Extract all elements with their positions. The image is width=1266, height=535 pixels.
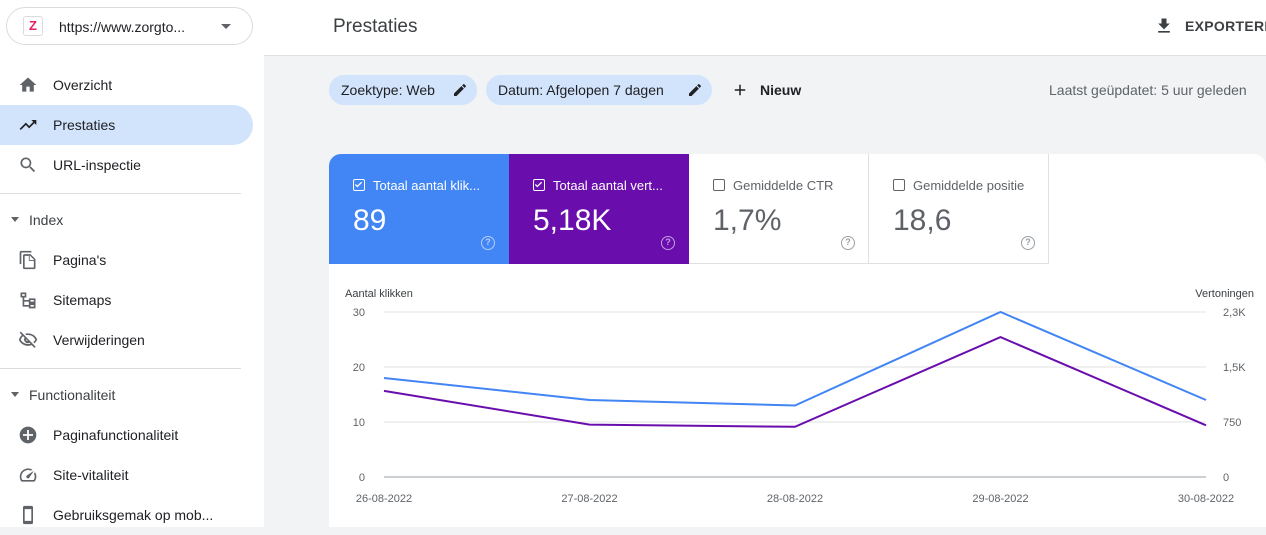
metric-value: 1,7% [713,204,782,237]
metric-value: 18,6 [893,204,952,237]
sidebar-item-label: Sitemaps [53,292,112,308]
series-line [383,310,1207,407]
checkbox-checked-icon[interactable] [533,179,545,191]
caret-down-icon [11,392,19,397]
page-title: Prestaties [333,16,418,37]
help-icon[interactable]: ? [661,236,675,250]
home-icon [19,77,37,92]
new-filter-button[interactable]: Nieuw [731,75,811,105]
section-label: Functionaliteit [29,387,116,403]
chart-canvas: 0 10 20 30 0 750 1,5K 2,3K 26-08-2022 27-08-2022 2… [353,307,1247,505]
sidebar-item-mobile-usability[interactable]: Gebruiksgemak op mob... [0,495,253,535]
speed-gauge-icon [19,468,37,482]
metric-value: 89 [353,204,387,237]
trending-up-icon [19,120,37,130]
help-icon[interactable]: ? [481,236,495,250]
download-icon [1158,18,1170,33]
sidebar-item-label: Pagina's [53,252,107,268]
chip-label: Datum: Afgelopen 7 dagen [498,82,664,98]
chevron-down-icon [221,24,231,29]
metric-total-clicks[interactable]: Totaal aantal klik... 89 ? [329,154,509,264]
sidebar-item-label: Paginafunctionaliteit [53,427,179,443]
property-url: https://www.zorgto... [59,19,186,35]
x-tick-label: 28-08-2022 [767,493,823,505]
sidebar-divider [0,368,241,369]
visibility-off-icon [18,331,38,348]
sidebar-item-label: URL-inspectie [53,157,141,173]
checkbox-checked-icon[interactable] [353,179,365,191]
sidebar-item-pages[interactable]: Pagina's [0,240,253,280]
metric-value: 5,18K [533,204,612,237]
metric-average-ctr[interactable]: Gemiddelde CTR 1,7% ? [689,154,869,264]
x-tick-label: 26-08-2022 [356,493,412,505]
sidebar-item-label: Gebruiksgemak op mob... [53,507,214,523]
search-icon [20,157,36,173]
y-right-tick-label: 1,5K [1223,362,1246,374]
edit-icon [689,84,701,96]
property-logo: Z [23,16,43,36]
y-right-tick-label: 0 [1223,472,1229,484]
sidebar-section-index[interactable]: Index [0,206,253,234]
section-label: Index [29,212,64,228]
smartphone-icon [23,505,33,525]
sidebar-item-label: Overzicht [53,77,113,93]
y-left-tick-label: 30 [353,307,365,319]
filter-chip-date[interactable]: Datum: Afgelopen 7 dagen [486,75,712,105]
export-label: EXPORTERE [1185,18,1266,34]
file-copy-icon [19,250,36,270]
y-left-tick-label: 0 [359,472,365,484]
sidebar-item-page-experience[interactable]: Paginafunctionaliteit [0,415,253,455]
header: Prestaties EXPORTERE [264,0,1266,56]
y-axis-right-title: Vertoningen [1195,288,1254,300]
sidebar-item-performance[interactable]: Prestaties [0,105,253,145]
performance-card: Totaal aantal klik... 89 ? Totaal aantal… [329,154,1266,527]
sidebar-section-features[interactable]: Functionaliteit [0,381,253,409]
new-filter-label: Nieuw [760,82,802,98]
caret-down-icon [11,217,19,222]
help-icon[interactable]: ? [841,236,855,250]
filter-chip-search-type[interactable]: Zoektype: Web [329,75,477,105]
last-updated-text: Laatst geüpdatet: 5 uur geleden [1049,82,1247,98]
sidebar-item-label: Verwijderingen [53,332,145,348]
sitemap-icon [20,292,36,309]
y-left-tick-label: 10 [353,417,365,429]
y-right-tick-label: 2,3K [1223,307,1246,319]
x-tick-label: 30-08-2022 [1178,493,1234,505]
metric-average-position[interactable]: Gemiddelde positie 18,6 ? [869,154,1049,264]
sidebar-item-label: Site-vitaliteit [53,467,129,483]
metric-name: Gemiddelde CTR [733,178,834,193]
x-tick-label: 27-08-2022 [561,493,617,505]
checkbox-unchecked-icon[interactable] [893,179,905,191]
metric-name: Totaal aantal klik... [373,178,480,193]
sidebar-item-removals[interactable]: Verwijderingen [0,320,253,360]
metric-name: Gemiddelde positie [913,178,1025,193]
y-left-tick-label: 20 [353,362,365,374]
x-tick-label: 29-08-2022 [972,493,1028,505]
performance-chart: Aantal klikken Vertoningen 0 10 20 30 0 750 1,… [329,278,1266,527]
help-icon[interactable]: ? [1021,236,1035,250]
sidebar: Z https://www.zorgto... Overzicht Presta… [0,0,264,527]
sidebar-item-url-inspection[interactable]: URL-inspectie [0,145,253,185]
sidebar-divider [0,193,241,194]
sidebar-item-core-web-vitals[interactable]: Site-vitaliteit [0,455,253,495]
sidebar-item-sitemaps[interactable]: Sitemaps [0,280,253,320]
checkbox-unchecked-icon[interactable] [713,179,725,191]
y-axis-left-title: Aantal klikken [345,288,413,300]
page-experience-icon [19,426,37,444]
chip-label: Zoektype: Web [341,82,435,98]
plus-icon [734,84,746,96]
y-right-tick-label: 750 [1223,417,1241,429]
metric-total-impressions[interactable]: Totaal aantal vert... 5,18K ? [509,154,689,264]
metric-name: Totaal aantal vert... [553,178,663,193]
sidebar-item-label: Prestaties [53,117,116,133]
sidebar-item-overview[interactable]: Overzicht [0,65,253,105]
edit-icon [454,84,466,96]
property-selector[interactable]: Z https://www.zorgto... [6,7,253,45]
series-line [383,336,1207,428]
